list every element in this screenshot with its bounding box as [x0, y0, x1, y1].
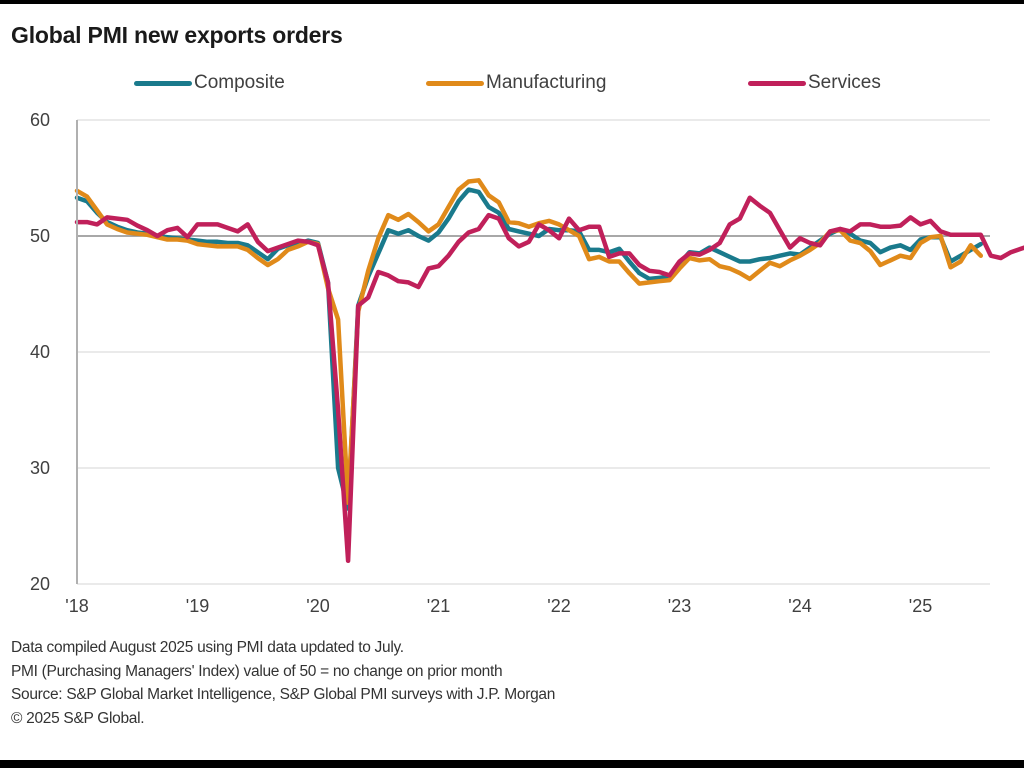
- footnotes: Data compiled August 2025 using PMI data…: [11, 636, 555, 730]
- legend-swatch-composite: [134, 80, 192, 86]
- y-tick-label: 40: [30, 342, 50, 362]
- chart-title: Global PMI new exports orders: [11, 22, 343, 48]
- legend-swatch-services: [748, 80, 806, 86]
- x-tick-label: '18: [65, 596, 88, 616]
- series-line-services: [74, 195, 1024, 564]
- y-tick-label: 50: [30, 226, 50, 246]
- footnote-copyright: © 2025 S&P Global.: [11, 709, 145, 727]
- legend: Composite Manufacturing Services: [0, 72, 1024, 96]
- chart-frame: Global PMI new exports orders Composite …: [0, 4, 1024, 760]
- footnote-pmi-definition: PMI (Purchasing Managers' Index) value o…: [11, 662, 503, 680]
- x-tick-label: '21: [427, 596, 450, 616]
- x-tick-label: '24: [788, 596, 811, 616]
- legend-swatch-manufacturing: [426, 80, 484, 86]
- legend-item-composite: Composite: [134, 72, 285, 94]
- footnote-data-compiled: Data compiled August 2025 using PMI data…: [11, 639, 404, 656]
- y-tick-label: 30: [30, 458, 50, 478]
- line-chart: 20 30 40 50 60 '18 '19 '20 '21 '22 '23 '24 '25: [30, 110, 1024, 616]
- y-tick-label: 60: [30, 110, 50, 130]
- y-axis-ticks: 20 30 40 50 60: [30, 110, 50, 594]
- x-tick-label: '23: [668, 596, 691, 616]
- x-tick-label: '19: [186, 596, 209, 616]
- legend-label-manufacturing: Manufacturing: [486, 72, 607, 93]
- legend-item-services: Services: [748, 72, 881, 94]
- y-tick-label: 20: [30, 574, 50, 594]
- legend-label-services: Services: [808, 72, 881, 93]
- legend-label-composite: Composite: [194, 72, 285, 93]
- legend-item-manufacturing: Manufacturing: [426, 72, 606, 94]
- series-lines: [74, 178, 1024, 564]
- footnote-source: Source: S&P Global Market Intelligence, …: [11, 686, 556, 703]
- x-tick-label: '20: [306, 596, 329, 616]
- x-axis-ticks: '18 '19 '20 '21 '22 '23 '24 '25: [65, 596, 932, 616]
- x-tick-label: '25: [909, 596, 932, 616]
- gridlines: [77, 119, 990, 585]
- x-tick-label: '22: [547, 596, 570, 616]
